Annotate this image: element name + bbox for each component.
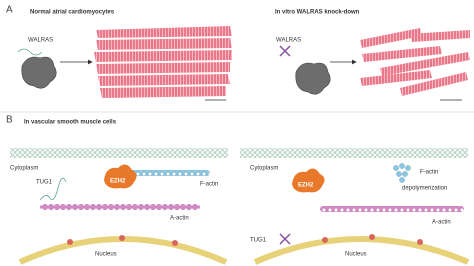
membrane [10,148,228,158]
rna-label: TUG1 [36,180,53,186]
nuclear-pore [417,239,423,245]
rna-label: WALRAS [276,38,301,44]
ribosome [21,56,57,89]
ezh2-protein [104,164,137,189]
protein-label: EZH2 [298,183,314,189]
nuclear-pore [369,234,375,240]
protein-label: EZH2 [110,179,126,185]
rna-strand [17,48,43,56]
panel-label: A [6,5,13,16]
filament-label: F-actin [200,182,218,188]
panel-title: Normal atrial cardiomyocytes [30,10,115,16]
compartment-label: Cytoplasm [250,166,278,172]
cardiomyocytes-disordered [360,28,470,101]
panel-title: In vascular smooth muscle cells [24,120,117,126]
filament-label: A-actin [170,216,189,222]
knockdown-cross [279,45,291,57]
compartment-label: Nucleus [345,252,367,258]
a-actin-filament [40,204,200,210]
nuclear-envelope [18,236,228,265]
cardiomyocytes [94,26,232,101]
panel-title: In vitro WALRAS knock-down [275,10,360,16]
filament-label: depolymerization [402,186,447,192]
a-actin-filament [320,206,464,212]
filament-label: F-actin [420,170,438,176]
membrane [240,148,468,158]
ribosome [295,62,331,95]
rna-strand [39,177,67,201]
nuclear-envelope [253,236,470,265]
nuclear-pore [67,239,73,245]
nuclear-pore [322,237,328,243]
nuclear-pore [172,240,178,246]
knockdown-cross [279,233,291,245]
rna-label: TUG1 [250,238,267,244]
f-actin-monomers [393,163,411,183]
nuclear-pore [119,235,125,241]
compartment-label: Nucleus [95,252,117,258]
rna-label: WALRAS [28,38,53,44]
ezh2-protein [292,168,325,193]
filament-label: A-actin [432,220,451,226]
panel-label: B [6,115,13,126]
compartment-label: Cytoplasm [10,166,38,172]
